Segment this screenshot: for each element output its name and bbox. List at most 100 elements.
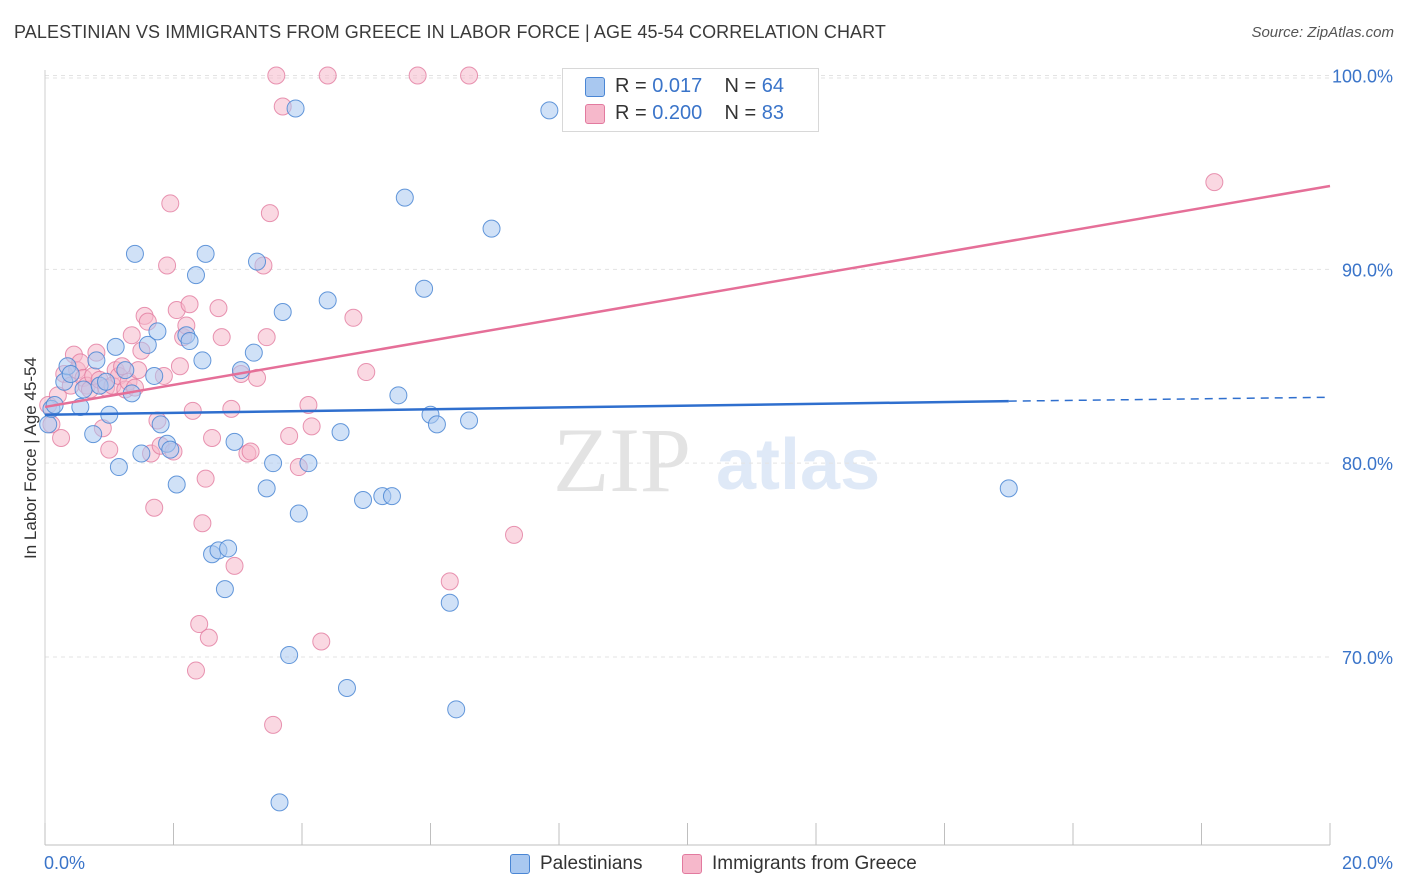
x-tick-label: 0.0% [44, 853, 85, 873]
greece-point [161, 194, 180, 213]
palestinian-point [440, 593, 459, 612]
palestinian-trend-extension [1008, 396, 1331, 402]
greece-point [158, 256, 177, 275]
palestinian-point [148, 322, 167, 341]
palestinian-point [219, 539, 238, 558]
palestinian-point [318, 291, 337, 310]
palestinian-point [427, 415, 446, 434]
palestinian-point [337, 679, 356, 697]
greece-point [344, 308, 363, 327]
y-tick-label: 70.0% [1342, 648, 1393, 668]
greece-point [440, 572, 459, 591]
palestinian-point [299, 454, 318, 473]
palestinian-point [460, 411, 479, 430]
greece-point [193, 514, 212, 533]
palestinian-point [84, 425, 103, 444]
axes [44, 70, 1331, 846]
chart-title: PALESTINIAN VS IMMIGRANTS FROM GREECE IN… [14, 22, 887, 42]
tick-labels: 70.0% 80.0% 90.0% 100.0% 0.0% 20.0% [44, 67, 1393, 873]
y-axis-label: In Labor Force | Age 45-54 [21, 357, 40, 559]
legend-swatch-blue [585, 77, 605, 97]
palestinian-point [116, 361, 135, 380]
palestinian-point [244, 343, 263, 362]
legend-r-value-greece: 0.200 [652, 102, 703, 124]
bottom-legend-swatch-blue [510, 854, 530, 874]
greece-point [257, 328, 276, 347]
palestinian-point [39, 415, 58, 434]
watermark-atlas: atlas [716, 425, 880, 505]
legend-swatch-pink [585, 104, 605, 124]
greece-point [100, 440, 119, 459]
greece-point [299, 396, 318, 415]
palestinian-point [167, 475, 186, 494]
greece-point [357, 363, 376, 382]
greece-point [312, 632, 331, 651]
palestinian-point [61, 365, 80, 383]
legend-stats-palestinians: R = 0.017 N = 64 [615, 75, 784, 98]
palestinian-point [106, 337, 125, 356]
greece-point [408, 66, 427, 85]
bottom-legend-swatch-pink [682, 854, 702, 874]
greece-point [225, 556, 244, 575]
x-tick-label: 20.0% [1342, 853, 1393, 873]
palestinian-point [138, 335, 157, 354]
palestinian-point [331, 423, 350, 442]
palestinian-point [354, 490, 373, 509]
palestinian-point [74, 380, 93, 399]
palestinian-point [289, 504, 308, 523]
greece-point [260, 204, 279, 223]
y-tick-label: 80.0% [1342, 454, 1393, 474]
palestinian-trend-line [44, 399, 1009, 416]
greece-point [209, 299, 228, 318]
legend-r-label: R = [615, 75, 647, 97]
palestinian-point [389, 386, 408, 405]
palestinian-point [193, 351, 212, 370]
bottom-legend-label-palestinians: Palestinians [540, 853, 643, 874]
palestinian-point [145, 366, 164, 385]
greece-point [196, 469, 215, 488]
greece-point [190, 615, 209, 634]
legend-n-value-palestinians: 64 [761, 75, 785, 97]
greece-point [170, 357, 189, 376]
legend-r-value-palestinians: 0.017 [652, 75, 703, 97]
palestinian-point [225, 432, 244, 451]
palestinian-point [87, 351, 106, 370]
palestinian-point [415, 279, 434, 298]
greece-point [505, 525, 524, 544]
legend-n-label: N = [724, 102, 757, 124]
y-tick-label: 90.0% [1342, 260, 1393, 280]
greece-point [267, 66, 286, 85]
greece-point [180, 295, 199, 314]
greece-point [52, 428, 71, 447]
palestinian-point [186, 266, 205, 285]
greece-point [280, 427, 299, 446]
palestinian-point [540, 101, 559, 120]
greece-point [1205, 173, 1224, 192]
palestinian-point [248, 252, 267, 271]
palestinian-point [132, 444, 151, 463]
trend-lines [44, 184, 1331, 416]
correlation-legend: R = 0.017 N = 64 R = 0.200 N = 83 [562, 68, 819, 132]
palestinian-point [280, 646, 299, 665]
greece-trend-line [44, 184, 1331, 409]
greece-point [212, 328, 231, 347]
palestinian-point [447, 700, 466, 719]
greece-point [460, 66, 479, 85]
palestinian-point [270, 793, 289, 812]
palestinian-point [125, 244, 144, 263]
greece-point [145, 498, 164, 517]
greece-point [199, 628, 218, 647]
palestinian-point [382, 487, 401, 506]
palestinian-point [482, 219, 501, 238]
palestinian-points [39, 99, 1018, 812]
palestinian-point [395, 188, 414, 207]
palestinian-point [161, 440, 180, 459]
palestinian-point [180, 332, 199, 351]
greece-point [122, 326, 141, 345]
greece-points [39, 66, 1224, 734]
greece-point [302, 417, 321, 436]
greece-point [241, 442, 260, 461]
palestinian-point [109, 458, 128, 477]
greece-point [264, 715, 283, 734]
bottom-legend-label-greece: Immigrants from Greece [712, 853, 917, 874]
